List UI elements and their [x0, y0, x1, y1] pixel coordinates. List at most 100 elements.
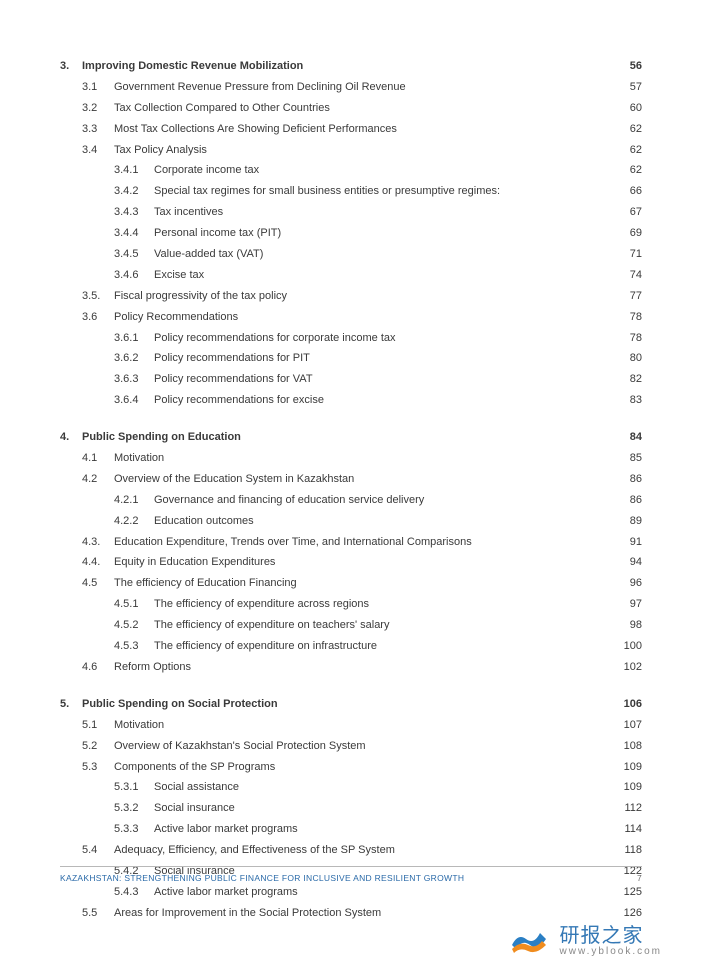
section-number: 3.5. — [82, 286, 114, 307]
subsection-number: 3.4.5 — [114, 244, 154, 265]
section-number: 4.1 — [82, 448, 114, 469]
subsection-number: 3.4.3 — [114, 202, 154, 223]
section-number: 3.2 — [82, 98, 114, 119]
subsection-page: 97 — [612, 594, 642, 615]
subsection-title: Value-added tax (VAT) — [154, 244, 612, 265]
watermark: 研报之家 www.yblook.com — [506, 915, 662, 961]
toc-section-row: 5.1Motivation107 — [60, 715, 642, 736]
chapter-number: 4. — [60, 427, 82, 448]
subsection-page: 80 — [612, 348, 642, 369]
subsection-page: 62 — [612, 160, 642, 181]
toc-section-row: 4.1Motivation85 — [60, 448, 642, 469]
toc-subsection-row: 4.2.1Governance and financing of educati… — [60, 490, 642, 511]
footer-page-number: 7 — [637, 873, 642, 883]
subsection-page: 112 — [612, 798, 642, 819]
chapter-number: 3. — [60, 56, 82, 77]
section-page: 96 — [612, 573, 642, 594]
subsection-number: 3.4.6 — [114, 265, 154, 286]
subsection-page: 125 — [612, 882, 642, 903]
toc-section-row: 4.6Reform Options102 — [60, 657, 642, 678]
subsection-title: Governance and financing of education se… — [154, 490, 612, 511]
subsection-number: 3.4.2 — [114, 181, 154, 202]
subsection-title: Special tax regimes for small business e… — [154, 181, 612, 202]
subsection-title: Excise tax — [154, 265, 612, 286]
section-title: Most Tax Collections Are Showing Deficie… — [114, 119, 612, 140]
toc-chapter-block: 5.Public Spending on Social Protection10… — [60, 694, 642, 924]
subsection-number: 4.5.3 — [114, 636, 154, 657]
toc-subsection-row: 3.4.4Personal income tax (PIT)69 — [60, 223, 642, 244]
subsection-page: 100 — [612, 636, 642, 657]
section-page: 62 — [612, 119, 642, 140]
section-number: 3.6 — [82, 307, 114, 328]
toc-subsection-row: 3.4.3Tax incentives67 — [60, 202, 642, 223]
toc-subsection-row: 5.3.2Social insurance112 — [60, 798, 642, 819]
toc-section-row: 3.4Tax Policy Analysis62 — [60, 140, 642, 161]
toc-section-row: 3.3Most Tax Collections Are Showing Defi… — [60, 119, 642, 140]
subsection-title: Tax incentives — [154, 202, 612, 223]
section-title: Fiscal progressivity of the tax policy — [114, 286, 612, 307]
toc-subsection-row: 5.4.3Active labor market programs125 — [60, 882, 642, 903]
toc-chapter-row: 5.Public Spending on Social Protection10… — [60, 694, 642, 715]
toc-section-row: 3.5.Fiscal progressivity of the tax poli… — [60, 286, 642, 307]
chapter-page: 56 — [612, 56, 642, 77]
section-title: Overview of the Education System in Kaza… — [114, 469, 612, 490]
toc-section-row: 3.2Tax Collection Compared to Other Coun… — [60, 98, 642, 119]
toc-subsection-row: 3.6.3Policy recommendations for VAT82 — [60, 369, 642, 390]
subsection-title: The efficiency of expenditure across reg… — [154, 594, 612, 615]
section-title: Tax Collection Compared to Other Countri… — [114, 98, 612, 119]
page: 3.Improving Domestic Revenue Mobilizatio… — [0, 0, 702, 975]
subsection-number: 3.6.1 — [114, 328, 154, 349]
section-number: 3.1 — [82, 77, 114, 98]
chapter-page: 106 — [612, 694, 642, 715]
toc-subsection-row: 3.4.1Corporate income tax62 — [60, 160, 642, 181]
subsection-page: 66 — [612, 181, 642, 202]
section-number: 5.5 — [82, 903, 114, 924]
subsection-title: Social insurance — [154, 798, 612, 819]
section-title: Equity in Education Expenditures — [114, 552, 612, 573]
toc-subsection-row: 4.2.2Education outcomes89 — [60, 511, 642, 532]
toc-section-row: 4.3.Education Expenditure, Trends over T… — [60, 532, 642, 553]
section-title: Motivation — [114, 448, 612, 469]
subsection-title: Social assistance — [154, 777, 612, 798]
chapter-page: 84 — [612, 427, 642, 448]
section-page: 118 — [612, 840, 642, 861]
chapter-title: Public Spending on Education — [82, 427, 612, 448]
toc-subsection-row: 4.5.1The efficiency of expenditure acros… — [60, 594, 642, 615]
section-page: 108 — [612, 736, 642, 757]
section-page: 94 — [612, 552, 642, 573]
chapter-number: 5. — [60, 694, 82, 715]
toc-section-row: 5.3Components of the SP Programs109 — [60, 757, 642, 778]
toc-section-row: 4.4.Equity in Education Expenditures94 — [60, 552, 642, 573]
section-number: 3.3 — [82, 119, 114, 140]
section-title: Components of the SP Programs — [114, 757, 612, 778]
subsection-number: 5.3.2 — [114, 798, 154, 819]
watermark-text-col: 研报之家 www.yblook.com — [560, 919, 662, 957]
section-page: 77 — [612, 286, 642, 307]
section-title: Adequacy, Efficiency, and Effectiveness … — [114, 840, 612, 861]
subsection-number: 5.3.1 — [114, 777, 154, 798]
subsection-title: Active labor market programs — [154, 819, 612, 840]
section-number: 5.2 — [82, 736, 114, 757]
toc-chapter-block: 3.Improving Domestic Revenue Mobilizatio… — [60, 56, 642, 411]
subsection-page: 82 — [612, 369, 642, 390]
section-page: 91 — [612, 532, 642, 553]
subsection-page: 109 — [612, 777, 642, 798]
chapter-title: Improving Domestic Revenue Mobilization — [82, 56, 612, 77]
subsection-number: 4.2.2 — [114, 511, 154, 532]
section-number: 3.4 — [82, 140, 114, 161]
chapter-title: Public Spending on Social Protection — [82, 694, 612, 715]
subsection-number: 4.5.2 — [114, 615, 154, 636]
subsection-number: 4.5.1 — [114, 594, 154, 615]
toc-subsection-row: 3.6.2Policy recommendations for PIT80 — [60, 348, 642, 369]
subsection-title: Policy recommendations for corporate inc… — [154, 328, 612, 349]
subsection-number: 3.4.4 — [114, 223, 154, 244]
section-number: 4.5 — [82, 573, 114, 594]
section-number: 4.3. — [82, 532, 114, 553]
section-number: 5.4 — [82, 840, 114, 861]
subsection-page: 114 — [612, 819, 642, 840]
toc-subsection-row: 3.4.2Special tax regimes for small busin… — [60, 181, 642, 202]
subsection-page: 98 — [612, 615, 642, 636]
section-title: Reform Options — [114, 657, 612, 678]
subsection-number: 3.6.2 — [114, 348, 154, 369]
subsection-title: Personal income tax (PIT) — [154, 223, 612, 244]
